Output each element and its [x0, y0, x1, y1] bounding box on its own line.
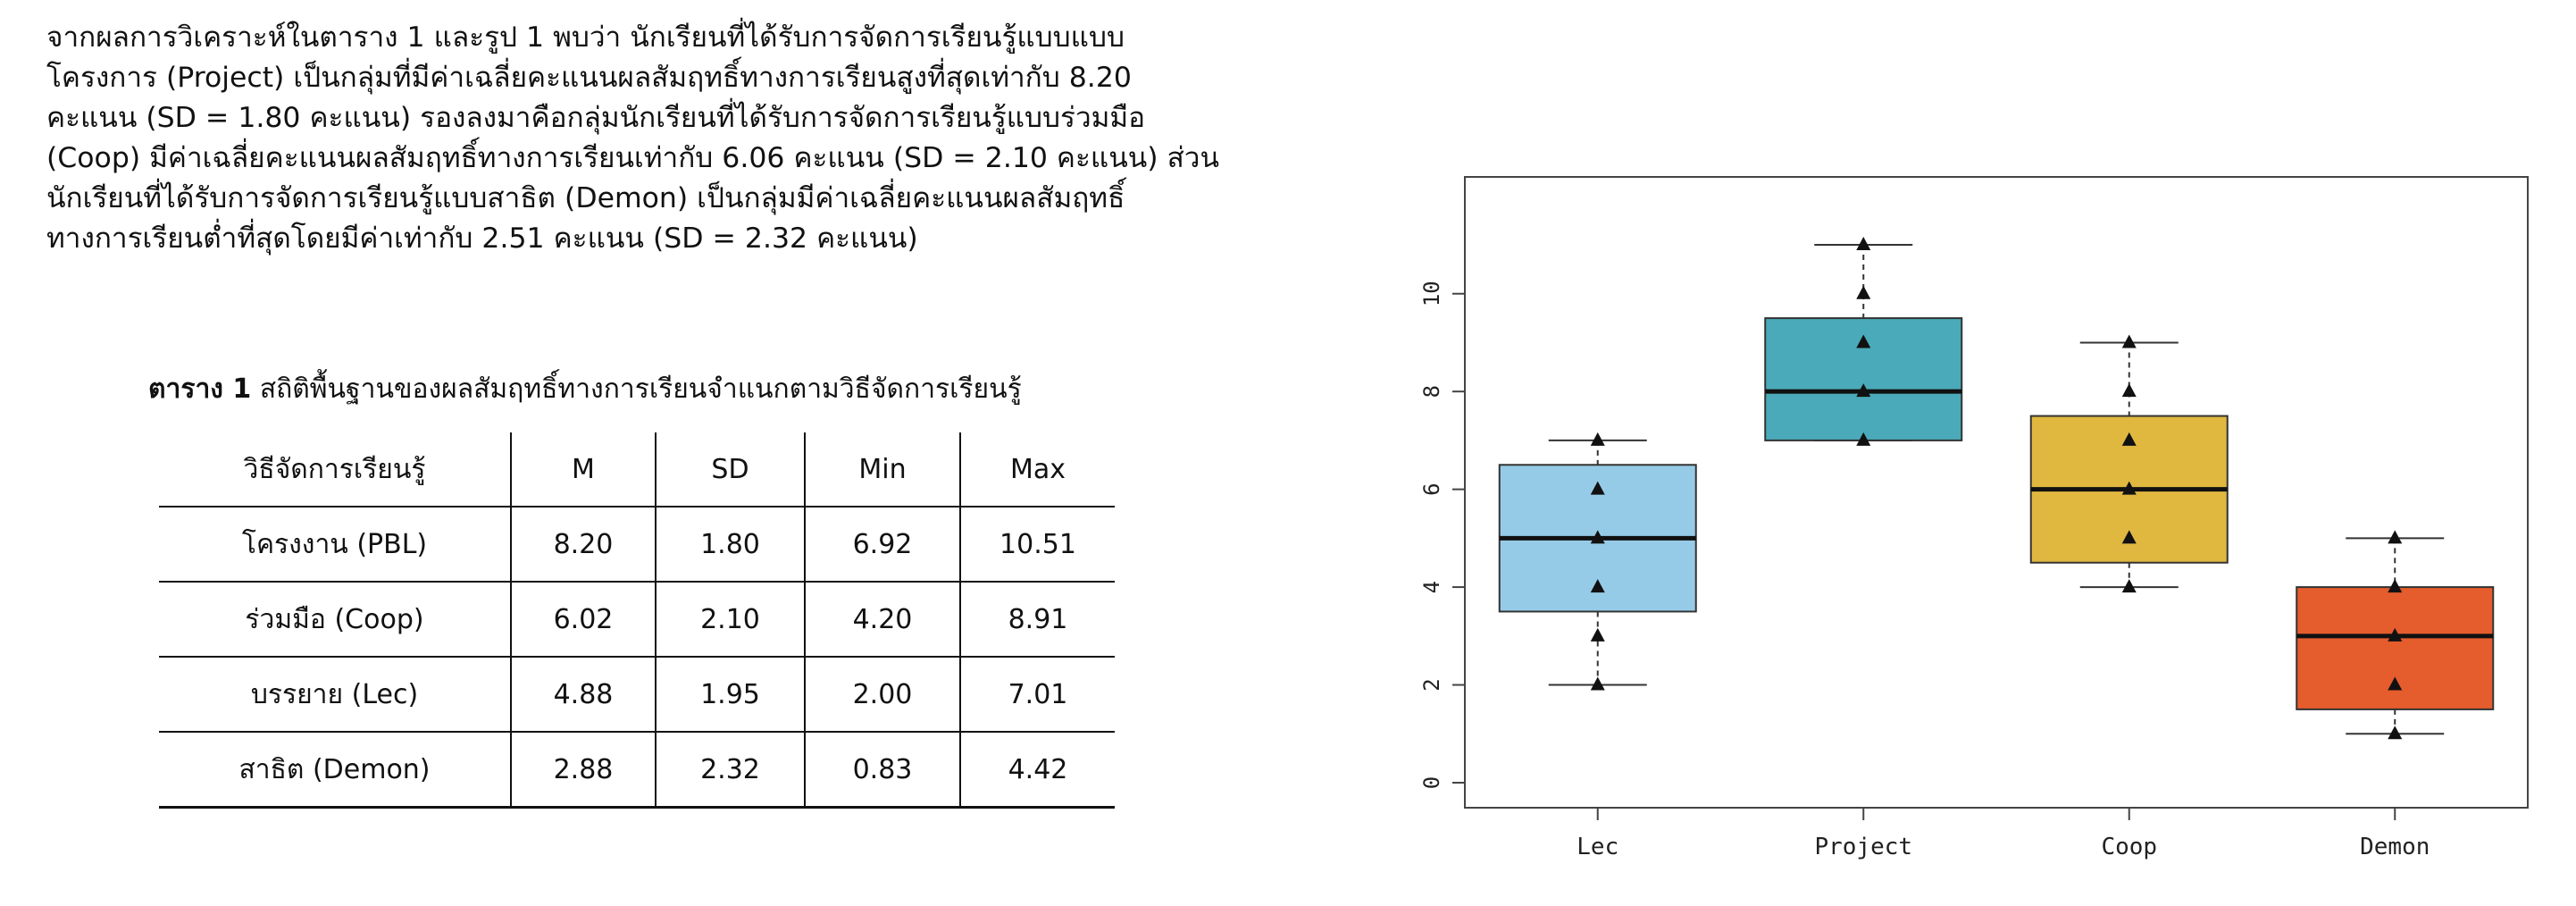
box-demon: [2296, 586, 2495, 710]
table-cell: 8.91: [960, 582, 1115, 658]
y-tick-label: 6: [1419, 482, 1444, 495]
data-point: [1590, 627, 1605, 642]
table-cell: โครงงาน (PBL): [159, 507, 512, 583]
table-cell: 2.10: [656, 582, 806, 658]
table-cell: 4.42: [960, 732, 1115, 809]
plot-frame: [1464, 176, 2529, 809]
table-cell: 4.88: [511, 657, 657, 733]
data-point: [2121, 334, 2137, 348]
table-cell: สาธิต (Demon): [159, 732, 512, 809]
data-point: [2388, 627, 2403, 642]
data-point: [1856, 432, 1871, 446]
table-row: สาธิต (Demon) 2.88 2.32 0.83 4.42: [159, 732, 1115, 809]
data-point: [2121, 432, 2137, 446]
table-cell: 0.83: [805, 732, 961, 809]
header-m: M: [511, 432, 657, 508]
paragraph-line: คะแนน (SD = 1.80 คะแนน) รองลงมาคือกลุ่มน…: [46, 102, 1146, 134]
table-cell: 10.51: [960, 507, 1115, 583]
table-cell: 2.88: [511, 732, 657, 809]
data-point: [1590, 432, 1605, 446]
paragraph: จากผลการวิเคราะห์ในตาราง 1 และรูป 1 พบว่…: [46, 18, 1368, 259]
paragraph-line: จากผลการวิเคราะห์ในตาราง 1 และรูป 1 พบว่…: [46, 21, 1125, 54]
header-sd: SD: [656, 432, 806, 508]
data-point: [1590, 676, 1605, 691]
table-caption-text: สถิติพื้นฐานของผลสัมฤทธิ์ทางการเรียนจำแน…: [259, 373, 1022, 405]
table-cell: 2.00: [805, 657, 961, 733]
data-point: [2121, 383, 2137, 398]
data-point: [1856, 237, 1871, 250]
table-cell: 7.01: [960, 657, 1115, 733]
table-cell: ร่วมมือ (Coop): [159, 582, 512, 658]
paragraph-line: นักเรียนที่ได้รับการจัดการเรียนรู้แบบสาธ…: [46, 182, 1125, 214]
table-caption-label: ตาราง 1: [148, 373, 252, 405]
table-row: บรรยาย (Lec) 4.88 1.95 2.00 7.01: [159, 657, 1115, 733]
header-min: Min: [805, 432, 961, 508]
table-cell: 2.32: [656, 732, 806, 809]
table-caption: ตาราง 1 สถิติพื้นฐานของผลสัมฤทธิ์ทางการเ…: [148, 370, 1256, 409]
x-tick-label: Coop: [2101, 834, 2157, 860]
paragraph-line: โครงการ (Project) เป็นกลุ่มที่มีค่าเฉลี่…: [46, 62, 1132, 94]
paragraph-line: (Coop) มีค่าเฉลี่ยคะแนนผลสัมฤทธิ์ทางการเ…: [46, 142, 1220, 174]
data-point: [1590, 530, 1605, 544]
table-row: โครงงาน (PBL) 8.20 1.80 6.92 10.51: [159, 507, 1115, 583]
header-max: Max: [960, 432, 1115, 508]
y-tick-label: 4: [1419, 581, 1444, 593]
data-point: [1856, 383, 1871, 398]
data-point: [2121, 530, 2137, 544]
data-point: [1856, 285, 1871, 299]
y-tick-label: 2: [1419, 678, 1444, 691]
x-tick-label: Demon: [2360, 834, 2430, 860]
data-point: [2388, 676, 2403, 691]
data-point: [2388, 726, 2403, 740]
y-tick-label: 10: [1419, 281, 1444, 306]
table-cell: 4.20: [805, 582, 961, 658]
x-tick-label: Project: [1814, 834, 1912, 860]
table-header-row: วิธีจัดการเรียนรู้ M SD Min Max: [159, 432, 1115, 508]
y-tick-label: 8: [1419, 385, 1444, 398]
x-tick-label: Lec: [1577, 834, 1618, 860]
data-point: [2388, 530, 2403, 544]
data-point: [1856, 334, 1871, 348]
table-cell: 1.95: [656, 657, 806, 733]
stats-table: วิธีจัดการเรียนรู้ M SD Min Max โครงงาน …: [159, 432, 1115, 809]
paragraph-line: ทางการเรียนต่ำที่สุดโดยมีค่าเท่ากับ 2.51…: [46, 222, 918, 255]
data-point: [1590, 481, 1605, 495]
table-cell: 8.20: [511, 507, 657, 583]
table-cell: 1.80: [656, 507, 806, 583]
table-cell: 6.02: [511, 582, 657, 658]
table-row: ร่วมมือ (Coop) 6.02 2.10 4.20 8.91: [159, 582, 1115, 658]
table-cell: 6.92: [805, 507, 961, 583]
boxplot-chart: 0 2 4 6 8 10 Lec Project Coop Demon: [1419, 176, 2529, 860]
data-point: [1590, 579, 1605, 593]
header-method: วิธีจัดการเรียนรู้: [159, 432, 512, 508]
data-point: [2121, 579, 2137, 593]
y-tick-label: 0: [1419, 776, 1444, 789]
table-cell: บรรยาย (Lec): [159, 657, 512, 733]
data-point: [2121, 481, 2137, 495]
data-point: [2388, 579, 2403, 593]
